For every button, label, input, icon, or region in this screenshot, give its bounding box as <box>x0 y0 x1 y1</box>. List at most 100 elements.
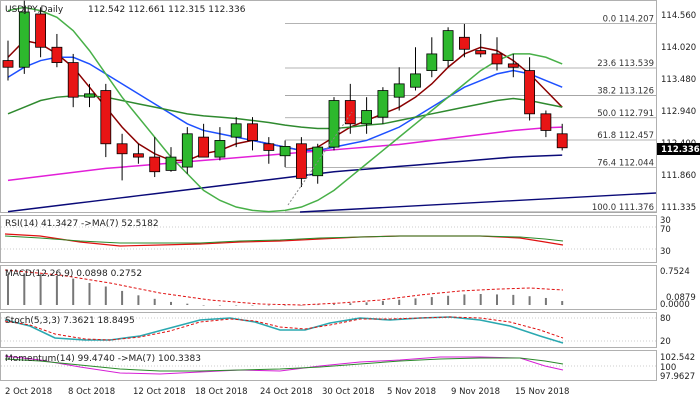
fib-label: 50.0 112.791 <box>597 109 654 119</box>
candle-body <box>2 60 14 68</box>
macd-bar <box>479 294 482 305</box>
fib-label: 76.4 112.044 <box>597 158 654 168</box>
candle-body <box>540 113 552 131</box>
macd-bar <box>333 304 335 305</box>
candle-body <box>132 153 144 158</box>
candle-body <box>377 90 389 118</box>
macd-bar <box>430 297 433 305</box>
macd-bar <box>544 297 547 305</box>
date-tick: 24 Oct 2018 <box>260 387 313 397</box>
macd-bar <box>72 278 75 305</box>
candle-body <box>247 123 258 141</box>
moving-average-line <box>7 95 563 130</box>
candle-body <box>84 93 95 98</box>
candle-body <box>491 53 503 65</box>
price-tick: 111.860 <box>661 171 696 181</box>
svg-text:0.0879: 0.0879 <box>666 293 696 303</box>
trend-line-dotted <box>287 111 353 206</box>
candle-body <box>149 156 161 173</box>
date-tick: 2 Oct 2018 <box>5 387 52 397</box>
fib-label: 0.0 114.207 <box>603 15 654 25</box>
svg-text:97.9627: 97.9627 <box>660 372 695 382</box>
candle-body <box>442 30 454 61</box>
rsi-panel: RSI(14) 41.3427 ->MA(7) 52.5182 30 70 30 <box>0 215 671 263</box>
fib-label: 61.8 112.457 <box>597 131 654 141</box>
date-tick: 30 Oct 2018 <box>322 387 375 397</box>
macd-bar <box>23 273 26 305</box>
macd-bar <box>39 274 42 305</box>
moving-averages <box>7 6 563 213</box>
macd-histogram <box>7 273 564 306</box>
macd-bar <box>218 305 221 306</box>
macd-bar <box>170 301 172 305</box>
date-tick: 12 Oct 2018 <box>133 387 186 397</box>
macd-bar <box>137 295 140 305</box>
fib-label: 23.6 113.539 <box>597 59 654 69</box>
macd-bar <box>349 303 352 305</box>
rsi-label: RSI(14) 41.3427 ->MA(7) 52.5182 <box>5 219 159 229</box>
date-tick: 5 Nov 2018 <box>387 387 436 397</box>
main-price-panel: 0.0 114.207 23.6 113.539 38.2 113.126 50.0 … <box>0 0 657 213</box>
svg-text:0.0000: 0.0000 <box>660 300 690 310</box>
stoch-signal-line <box>4 316 564 341</box>
macd-label: MACD(12,26,9) 0.0898 0.2752 <box>5 269 142 279</box>
candle-body <box>230 123 242 138</box>
fib-label: 38.2 113.126 <box>597 86 654 96</box>
fib-label: 100.0 111.376 <box>592 203 654 213</box>
trend-line-long <box>299 192 657 213</box>
macd-bar <box>447 295 450 305</box>
candle-body <box>35 13 46 48</box>
price-tick: 111.335 <box>661 203 696 213</box>
macd-panel: MACD(12,26,9) 0.0898 0.2752 0.7524 0.087… <box>0 265 696 310</box>
candle-body <box>279 146 291 157</box>
date-tick: 8 Oct 2018 <box>68 387 115 397</box>
candle-body <box>295 143 307 179</box>
macd-signal-line <box>4 269 564 306</box>
momentum-label: Momentum(14) 99.4740 ->MA(7) 100.3383 <box>5 354 201 364</box>
current-price-tag: 112.336 <box>657 143 700 155</box>
moving-average-line <box>7 154 563 213</box>
svg-text:80: 80 <box>660 314 671 324</box>
macd-bar <box>251 305 254 306</box>
macd-bar <box>267 305 270 306</box>
stoch-panel: Stoch(5,3,3) 7.3621 18.8495 80 20 <box>0 312 671 348</box>
candle-body <box>556 133 568 149</box>
macd-bar <box>7 274 9 305</box>
chart-title: USDJPY,Daily <box>5 5 64 15</box>
ohlc-header: 112.542 112.661 112.315 112.336 <box>88 5 246 15</box>
candle-body <box>507 63 519 68</box>
macd-bar <box>202 305 205 306</box>
macd-bar <box>186 303 189 305</box>
candle-body <box>426 53 438 71</box>
date-tick: 18 Oct 2018 <box>195 387 248 397</box>
momentum-panel: Momentum(14) 99.4740 ->MA(7) 100.3383 10… <box>0 350 695 382</box>
date-axis: 2 Oct 2018 8 Oct 2018 12 Oct 2018 18 Oct 20… <box>5 387 569 397</box>
price-axis: 114.560114.020113.480112.940112.400111.8… <box>661 11 696 213</box>
stoch-label: Stoch(5,3,3) 7.3621 18.8495 <box>5 316 135 326</box>
current-price: 112.336 <box>661 145 700 155</box>
svg-text:30: 30 <box>660 216 671 226</box>
candle-body <box>100 90 112 145</box>
date-tick: 9 Nov 2018 <box>451 387 500 397</box>
price-tick: 114.020 <box>661 43 696 53</box>
candle-body <box>328 100 340 148</box>
candlesticks <box>2 0 568 188</box>
date-tick: 15 Nov 2018 <box>515 387 569 397</box>
macd-bar <box>365 302 368 305</box>
macd-bar <box>316 304 319 306</box>
macd-bar <box>381 301 384 305</box>
svg-text:30: 30 <box>660 247 671 257</box>
candle-body <box>458 36 470 50</box>
stoch-main-line <box>4 316 564 344</box>
candle-body <box>393 83 405 98</box>
price-tick: 113.480 <box>661 75 696 85</box>
macd-bar <box>300 305 303 306</box>
macd-bar <box>284 305 287 306</box>
macd-bar <box>55 275 58 305</box>
candle-body <box>181 133 193 168</box>
candle-body <box>475 50 487 55</box>
macd-bar <box>561 301 564 305</box>
macd-bar <box>104 286 107 305</box>
candle-body <box>524 70 535 115</box>
candle-body <box>18 11 30 68</box>
